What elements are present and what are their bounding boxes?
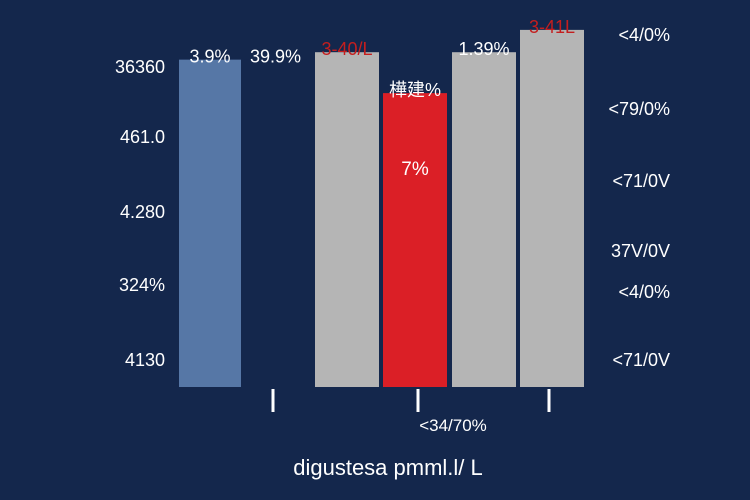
- left-axis-label-3: 4.280: [120, 202, 165, 222]
- bar-1: [179, 59, 241, 387]
- left-axis-label-1: 36360: [115, 57, 165, 77]
- bar-label-6: 3-41L: [529, 17, 575, 37]
- right-axis-label-1: <4/0%: [618, 25, 670, 45]
- bar-5: [452, 52, 516, 387]
- bottom-note: <34/70%: [419, 416, 487, 435]
- bar-3: [315, 52, 379, 387]
- bar-2: [244, 59, 307, 387]
- bar-inner-label: 7%: [401, 159, 429, 180]
- bar-label-2: 39.9%: [250, 47, 301, 67]
- right-axis-label-2: <79/0%: [608, 99, 670, 119]
- bottom-ticks: [271, 389, 551, 412]
- bar-label-1: 3.9%: [189, 47, 230, 67]
- right-axis-label-5: <4/0%: [618, 282, 670, 302]
- bar-4: [383, 93, 447, 388]
- bars-group: [179, 29, 584, 388]
- left-axis-label-4: 324%: [119, 275, 165, 295]
- data-labels-group: 3.9% 39.9% 3-40/L 樺建% 1.39% 3-41L 7%: [189, 17, 575, 180]
- right-axis-label-3: <71/0V: [612, 171, 670, 191]
- bar-label-5: 1.39%: [458, 39, 509, 59]
- left-axis-label-2: 461.0: [120, 127, 165, 147]
- right-axis-label-6: <71/0V: [612, 350, 670, 370]
- right-axis-label-4: 37V/0V: [611, 241, 670, 261]
- bar-label-3: 3-40/L: [321, 39, 372, 59]
- left-axis: 36360 461.0 4.280 324% 4130: [115, 57, 165, 370]
- right-axis: <4/0% <79/0% <71/0V 37V/0V <4/0% <71/0V: [608, 25, 670, 370]
- bar-6: [520, 29, 584, 387]
- x-axis-label: digustesa pmml.l/ L: [293, 455, 483, 480]
- left-axis-label-5: 4130: [125, 350, 165, 370]
- bar-label-4: 樺建%: [389, 80, 441, 100]
